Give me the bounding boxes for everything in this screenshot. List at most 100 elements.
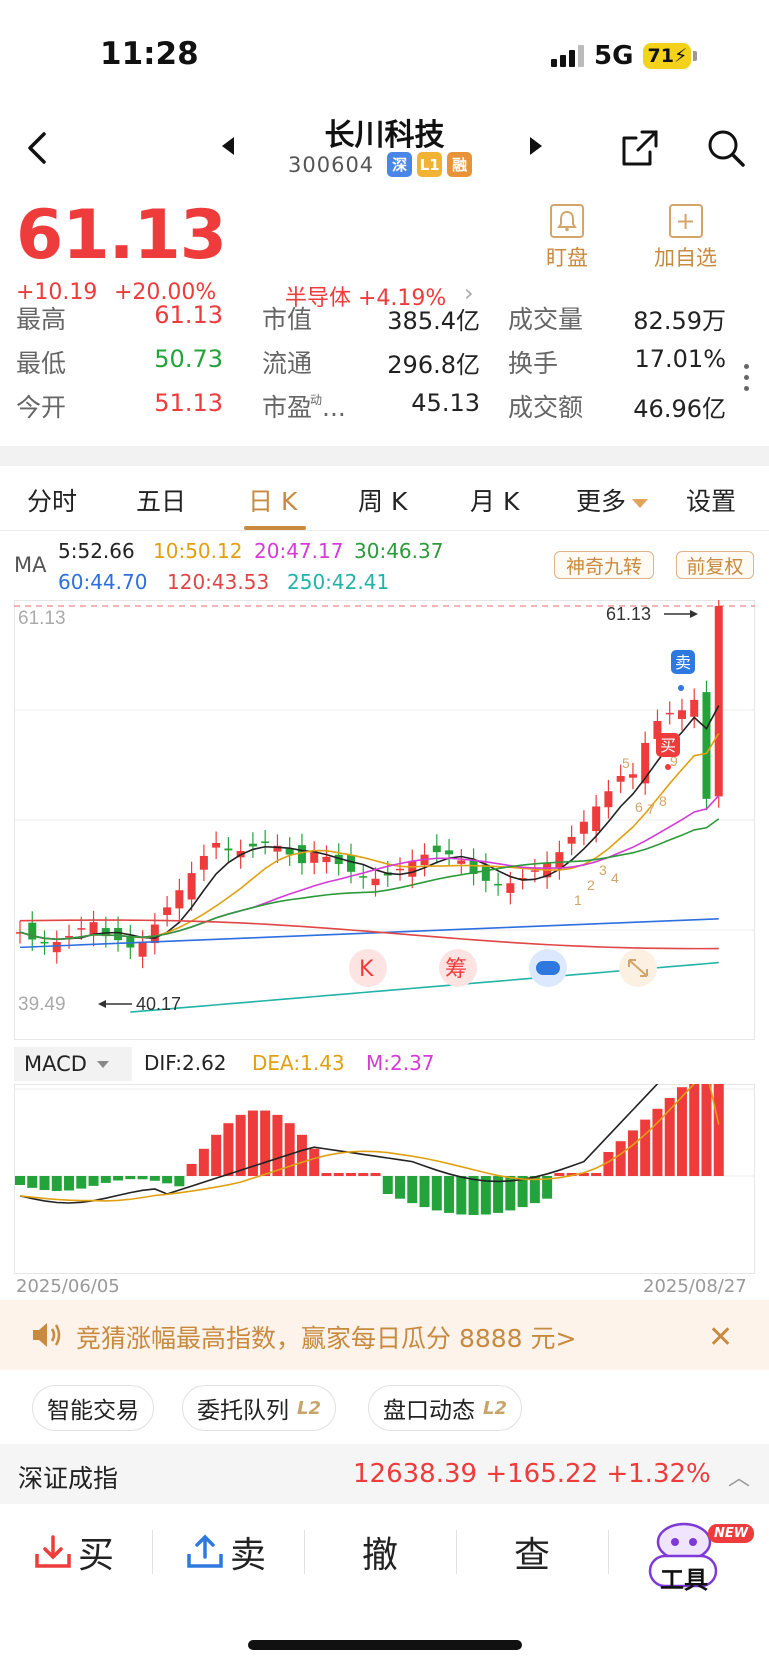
- query-label: 查: [514, 1535, 551, 1576]
- buy-button[interactable]: 买: [34, 1520, 114, 1584]
- nine-turn-button[interactable]: 神奇九转: [554, 551, 654, 579]
- level-tag: L1: [417, 152, 443, 177]
- adjust-button[interactable]: 前复权: [676, 551, 754, 579]
- macd-bar: [88, 1176, 99, 1186]
- prev-stock-icon[interactable]: [220, 136, 236, 156]
- promo-banner[interactable]: [0, 1300, 769, 1370]
- macd-bar: [566, 1173, 577, 1176]
- macd-bar: [456, 1176, 467, 1215]
- tools-button[interactable]: 工具 NEW: [646, 1520, 756, 1594]
- stat-turnover-label: 换手: [508, 349, 559, 378]
- candle-body: [359, 876, 368, 878]
- order-queue-chip[interactable]: 委托队列 L2: [182, 1385, 336, 1431]
- back-icon[interactable]: [18, 126, 62, 170]
- toolbar-divider: [304, 1530, 305, 1574]
- chevron-up-icon[interactable]: ︿: [728, 1466, 751, 1491]
- cancel-button[interactable]: 撤: [362, 1520, 398, 1584]
- ma-line: [19, 705, 720, 941]
- date-end: 2025/08/27: [643, 1276, 747, 1297]
- candle-body: [506, 883, 515, 893]
- tools-label: 工具: [660, 1566, 708, 1594]
- macd-bar: [676, 1087, 687, 1176]
- watch-button[interactable]: 盯盘: [546, 204, 588, 272]
- smart-trade-chip[interactable]: 智能交易: [32, 1385, 154, 1431]
- battery-level: 71: [647, 45, 674, 67]
- nine-turn-label: 2: [587, 877, 595, 893]
- macd-bar: [333, 1173, 344, 1176]
- tab-daily-k[interactable]: 日 K: [248, 487, 298, 516]
- new-badge: NEW: [708, 1524, 755, 1543]
- macd-bar: [260, 1110, 271, 1176]
- sell-dot: [678, 685, 684, 691]
- macd-bar: [149, 1176, 160, 1181]
- tab-timeshare[interactable]: 分时: [27, 487, 78, 516]
- index-name: 深证成指: [18, 1464, 119, 1493]
- min-price-label: 39.49: [18, 994, 66, 1015]
- nine-turn-label: 3: [599, 862, 607, 878]
- chip-label: 委托队列: [197, 1398, 289, 1424]
- query-button[interactable]: 查: [514, 1520, 550, 1584]
- candle-body: [481, 864, 490, 881]
- chip-label: 盘口动态: [383, 1398, 475, 1424]
- share-icon[interactable]: [620, 128, 660, 168]
- macd-bar: [591, 1173, 602, 1176]
- candle-body: [28, 922, 37, 940]
- candle-body: [445, 850, 454, 855]
- macd-bar: [419, 1176, 430, 1208]
- macd-bar: [345, 1173, 356, 1176]
- ma-label: MA: [14, 553, 47, 577]
- macd-bar: [640, 1119, 651, 1176]
- macd-bar: [664, 1098, 675, 1176]
- candle-body: [579, 821, 588, 834]
- candle-body: [322, 856, 331, 863]
- macd-dif: DIF:2.62: [144, 1051, 227, 1075]
- candle-body: [432, 845, 441, 853]
- candle-body: [273, 845, 282, 852]
- ma-line: [19, 919, 719, 950]
- macd-bar: [174, 1176, 185, 1187]
- index-bar[interactable]: [0, 1444, 769, 1504]
- next-stock-icon[interactable]: [528, 136, 544, 156]
- candle-body: [641, 742, 650, 784]
- index-value: 12638.39 +165.22 +1.32%: [353, 1459, 711, 1489]
- banner-text[interactable]: 竞猜涨幅最高指数，赢家每日瓜分 8888 元>: [76, 1324, 577, 1353]
- macd-bar: [211, 1134, 222, 1176]
- tab-more[interactable]: 更多: [576, 482, 649, 518]
- speaker-icon: [33, 1323, 61, 1347]
- tab-settings[interactable]: 设置: [686, 487, 737, 516]
- macd-bar: [689, 1084, 700, 1176]
- price-change-pct: +20.00%: [114, 280, 217, 305]
- more-dots-icon[interactable]: [744, 364, 750, 397]
- candle-body: [555, 852, 564, 869]
- chevron-right-icon[interactable]: ›: [464, 279, 474, 307]
- macd-bar: [493, 1176, 504, 1213]
- close-icon[interactable]: ✕: [708, 1320, 734, 1355]
- tab-monthly-k[interactable]: 月 K: [470, 487, 520, 516]
- macd-bar: [468, 1176, 479, 1215]
- macd-bar: [309, 1148, 320, 1176]
- kline-chart[interactable]: 61.13 39.49 61.13 40.17 123 4 5 6 7 8 9 卖买 K 筹: [14, 600, 755, 1040]
- tab-weekly-k[interactable]: 周 K: [358, 487, 408, 516]
- toolbar-divider: [608, 1530, 609, 1574]
- macd-bar: [370, 1173, 381, 1176]
- toolbar-divider: [152, 1530, 153, 1574]
- download-icon: [35, 1535, 71, 1568]
- battery-icon: 71 ⚡: [643, 43, 692, 69]
- add-watchlist-button[interactable]: + 加自选: [654, 204, 717, 272]
- ma-line: [19, 732, 720, 941]
- dif-line: [19, 1084, 659, 1204]
- search-icon[interactable]: [706, 128, 746, 168]
- macd-bar: [382, 1176, 393, 1194]
- tab-five-day[interactable]: 五日: [136, 487, 187, 516]
- macd-bar: [76, 1176, 87, 1189]
- sell-button[interactable]: 卖: [186, 1520, 266, 1584]
- candle-body: [371, 878, 380, 886]
- candle-body: [396, 868, 405, 871]
- candle-body: [457, 860, 466, 864]
- macd-bar: [444, 1176, 455, 1213]
- orderbook-chip[interactable]: 盘口动态 L2: [368, 1385, 522, 1431]
- macd-bar: [186, 1164, 197, 1176]
- sector-link[interactable]: 半导体 +4.19%: [285, 286, 447, 311]
- indicator-selector[interactable]: MACD: [14, 1047, 132, 1081]
- macd-chart[interactable]: [14, 1084, 755, 1274]
